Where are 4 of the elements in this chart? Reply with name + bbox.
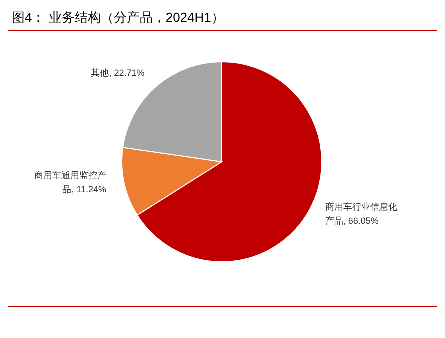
- slice-label: 商用车通用监控产品, 11.24%: [34, 170, 107, 195]
- slice-label: 商用车行业信息化产品, 66.05%: [325, 202, 398, 226]
- chart-title: 图4： 业务结构（分产品，2024H1）: [12, 10, 224, 25]
- slice-label: 其他, 22.71%: [91, 68, 145, 78]
